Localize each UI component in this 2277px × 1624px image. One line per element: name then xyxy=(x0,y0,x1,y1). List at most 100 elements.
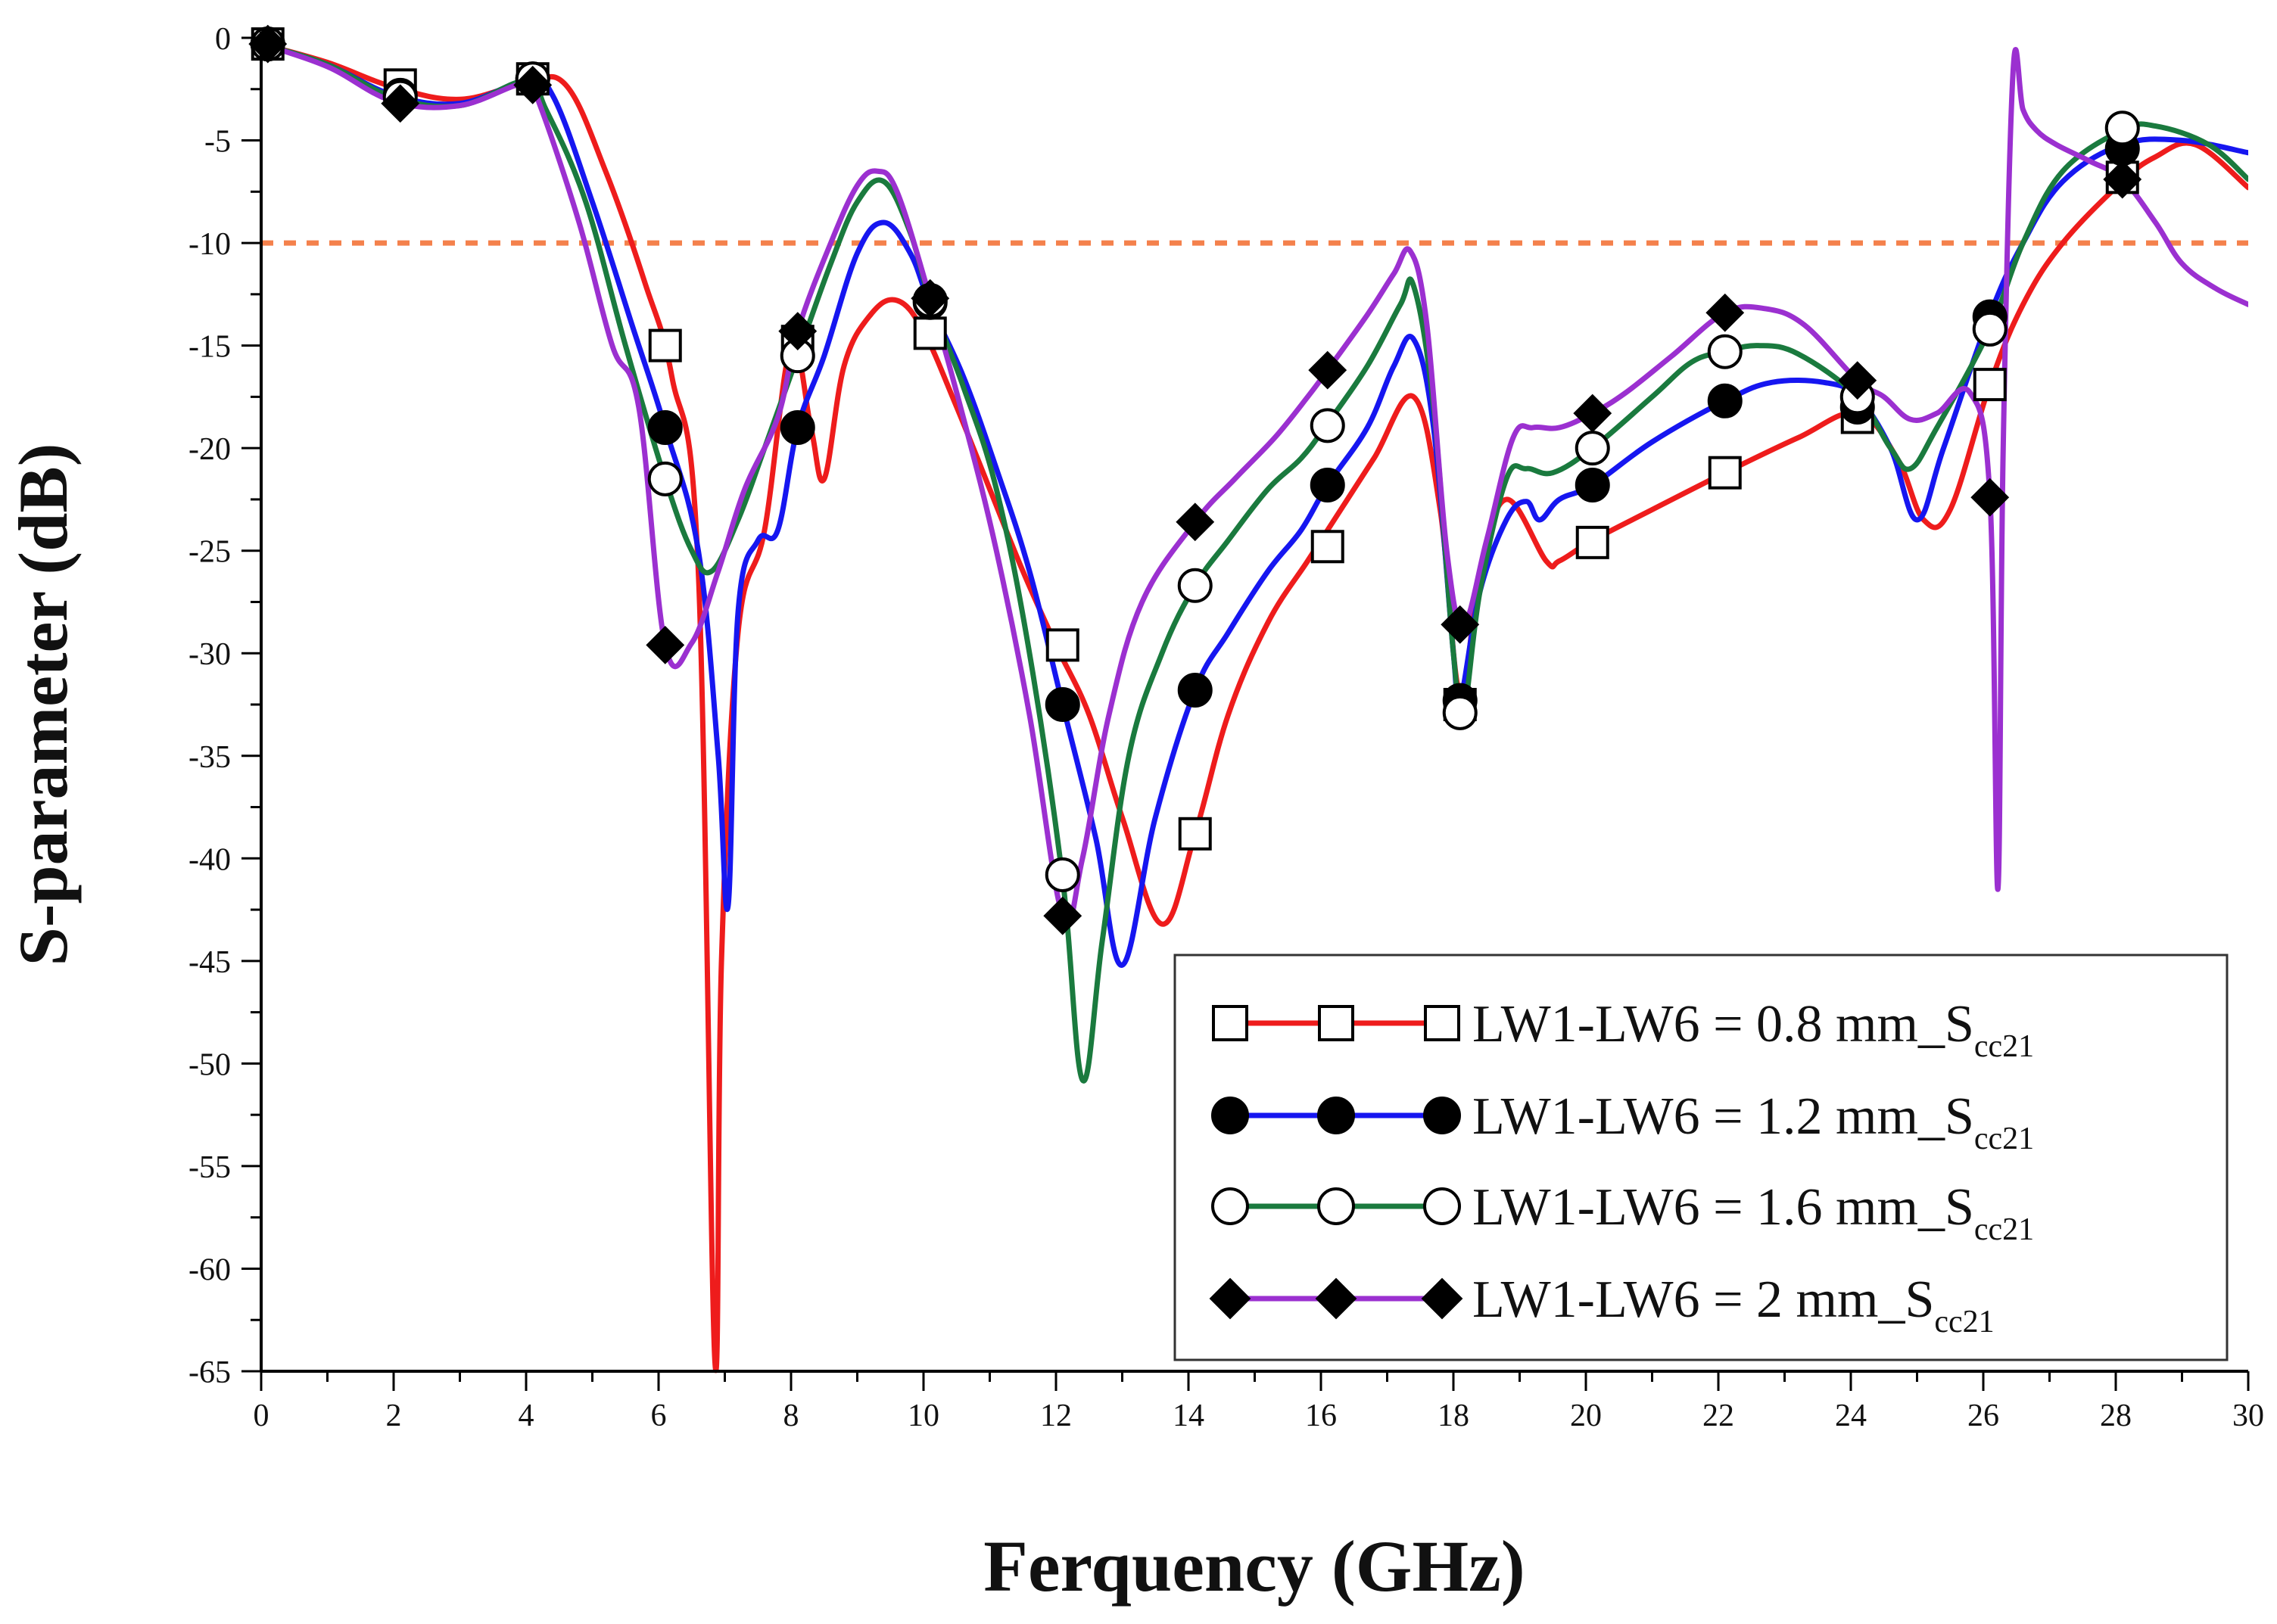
series-1-point xyxy=(648,328,682,362)
series-3-point xyxy=(1045,857,1080,892)
series-2-point xyxy=(1310,467,1345,502)
y-axis-title: S-parameter (dB) xyxy=(5,443,82,966)
x-axis-title: Ferquency (GHz) xyxy=(983,1526,1525,1607)
legend-marker-2 xyxy=(1317,1097,1355,1134)
x-tick-label: 14 xyxy=(1173,1398,1204,1433)
series-4-point xyxy=(1705,293,1745,332)
x-tick-label: 6 xyxy=(651,1398,667,1433)
y-tick-label: -30 xyxy=(188,637,231,672)
series-3-point xyxy=(1310,408,1345,443)
legend-label-subscript: cc21 xyxy=(1974,1029,2034,1064)
x-tick-label: 2 xyxy=(386,1398,402,1433)
series-4-point xyxy=(1043,896,1082,935)
legend-marker-3 xyxy=(1211,1187,1249,1225)
series-2-point xyxy=(1707,383,1743,418)
legend-label-subscript: cc21 xyxy=(1974,1122,2034,1156)
legend-label-subscript: cc21 xyxy=(1934,1305,1994,1339)
markers-group xyxy=(248,24,2142,935)
legend-marker-2 xyxy=(1211,1097,1249,1134)
legend-marker-4 xyxy=(1315,1277,1357,1320)
y-tick-label: -25 xyxy=(188,535,231,570)
series-4-point xyxy=(911,278,950,318)
y-tick-label: -20 xyxy=(188,432,231,467)
series-4-point xyxy=(2103,160,2142,199)
series-3-point xyxy=(2104,110,2140,146)
series-4-point xyxy=(1838,361,1877,400)
x-tick-label: 12 xyxy=(1040,1398,1072,1433)
series-1-point xyxy=(1973,368,2007,402)
legend-marker-2 xyxy=(1423,1097,1461,1134)
series-1-point xyxy=(1310,530,1344,564)
series-2-point xyxy=(780,410,815,446)
legend-marker-3 xyxy=(1317,1187,1355,1225)
x-tick-label: 22 xyxy=(1702,1398,1734,1433)
series-4-point xyxy=(646,625,685,664)
series-line-2 xyxy=(261,41,2248,968)
x-tick-label: 0 xyxy=(254,1398,269,1433)
series-4-point xyxy=(1308,350,1347,390)
y-tick-label: -10 xyxy=(188,227,231,262)
legend-label-3: LW1-LW6 = 1.6 mm_Scc21 xyxy=(1472,1178,2034,1247)
y-tick-label: -55 xyxy=(188,1150,231,1185)
legend-label-4: LW1-LW6 = 2 mm_Scc21 xyxy=(1472,1271,1995,1339)
series-line-4 xyxy=(261,41,2248,926)
legend-label-2: LW1-LW6 = 1.2 mm_Scc21 xyxy=(1472,1087,2034,1156)
series-4-point xyxy=(778,312,818,351)
x-tick-label: 18 xyxy=(1438,1398,1469,1433)
y-tick-label: -60 xyxy=(188,1252,231,1287)
legend-label-1: LW1-LW6 = 0.8 mm_Scc21 xyxy=(1472,995,2034,1064)
y-tick-label: -40 xyxy=(188,842,231,877)
x-tick-label: 8 xyxy=(783,1398,799,1433)
y-tick-label: 0 xyxy=(215,22,231,57)
legend-marker-1 xyxy=(1212,1005,1248,1041)
series-3-point xyxy=(1177,568,1213,603)
y-tick-label: -65 xyxy=(188,1355,231,1390)
x-tick-label: 16 xyxy=(1305,1398,1337,1433)
y-tick-label: -15 xyxy=(188,330,231,365)
legend-marker-3 xyxy=(1423,1187,1461,1225)
series-2-point xyxy=(1177,673,1213,708)
y-tick-label: -50 xyxy=(188,1047,231,1082)
series-4-point xyxy=(381,84,420,123)
series-1-point xyxy=(1708,456,1742,490)
x-tick-label: 24 xyxy=(1835,1398,1867,1433)
legend-label-text: LW1-LW6 = 2 mm_S xyxy=(1472,1271,1934,1329)
series-4-point xyxy=(1441,605,1480,644)
series-3-point xyxy=(1707,334,1743,369)
series-line-1 xyxy=(261,41,2248,1373)
series-1-point xyxy=(913,316,947,350)
series-4-point xyxy=(1176,502,1215,542)
series-3-point xyxy=(1972,311,2008,347)
y-tick-label: -5 xyxy=(204,125,231,160)
legend-label-text: LW1-LW6 = 0.8 mm_S xyxy=(1472,995,1974,1053)
y-tick-label: -35 xyxy=(188,740,231,775)
y-tick-label: -45 xyxy=(188,945,231,980)
series-2-point xyxy=(1045,687,1080,722)
series-3-point xyxy=(1575,431,1610,466)
x-tick-label: 30 xyxy=(2232,1398,2264,1433)
series-line-3 xyxy=(261,41,2248,1084)
legend-marker-1 xyxy=(1318,1005,1354,1041)
legend-marker-4 xyxy=(1421,1277,1463,1320)
x-tick-label: 26 xyxy=(1967,1398,1999,1433)
legend-marker-1 xyxy=(1424,1005,1460,1041)
series-1-point xyxy=(1045,628,1079,662)
x-tick-label: 10 xyxy=(908,1398,939,1433)
series-3-point xyxy=(1442,695,1478,730)
series-1-point xyxy=(1178,817,1212,851)
x-tick-label: 4 xyxy=(519,1398,534,1433)
legend-label-subscript: cc21 xyxy=(1974,1212,2034,1247)
x-tick-label: 20 xyxy=(1570,1398,1602,1433)
series-4-point xyxy=(1970,478,2010,517)
legend-label-text: LW1-LW6 = 1.2 mm_S xyxy=(1472,1087,1974,1146)
series-4-point xyxy=(1573,394,1612,433)
series-4-point xyxy=(513,65,553,104)
legend-label-text: LW1-LW6 = 1.6 mm_S xyxy=(1472,1178,1974,1237)
series-2-point xyxy=(647,410,683,446)
series-2-point xyxy=(1575,467,1610,502)
series-3-point xyxy=(647,461,683,496)
legend-marker-4 xyxy=(1209,1277,1251,1320)
axes-group: 0 2 4 6 8 10 12 14 16 18 20 22 24 26 28 300-5-10-15-20-… xyxy=(188,22,2264,1433)
